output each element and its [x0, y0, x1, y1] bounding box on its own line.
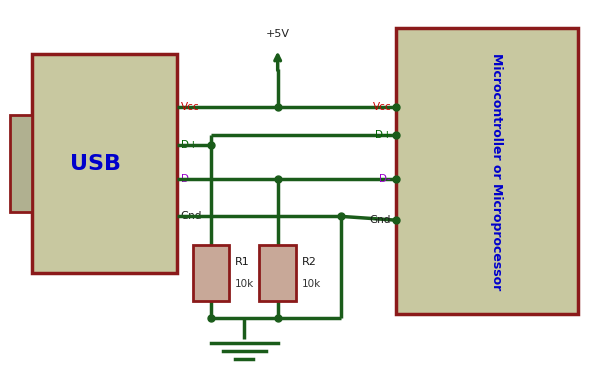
Text: Gnd: Gnd: [181, 211, 202, 222]
Text: Gnd: Gnd: [370, 215, 391, 225]
Text: R1: R1: [235, 256, 250, 267]
Bar: [259, 245, 296, 301]
Text: Vcc: Vcc: [373, 102, 391, 112]
Bar: [10, 116, 32, 212]
Text: R2: R2: [302, 256, 317, 267]
Bar: [32, 54, 178, 273]
Text: 10k: 10k: [235, 279, 254, 289]
Text: Vcc: Vcc: [181, 102, 199, 112]
Text: D-: D-: [181, 174, 192, 184]
Text: D+: D+: [181, 140, 197, 150]
Bar: [193, 245, 229, 301]
Text: D+: D+: [375, 130, 391, 140]
Text: D-: D-: [379, 174, 391, 184]
Bar: [396, 28, 578, 315]
Text: USB: USB: [70, 154, 121, 174]
Text: +5V: +5V: [266, 29, 290, 39]
Text: Microcontroller or Microprocessor: Microcontroller or Microprocessor: [490, 52, 503, 290]
Text: 10k: 10k: [302, 279, 321, 289]
